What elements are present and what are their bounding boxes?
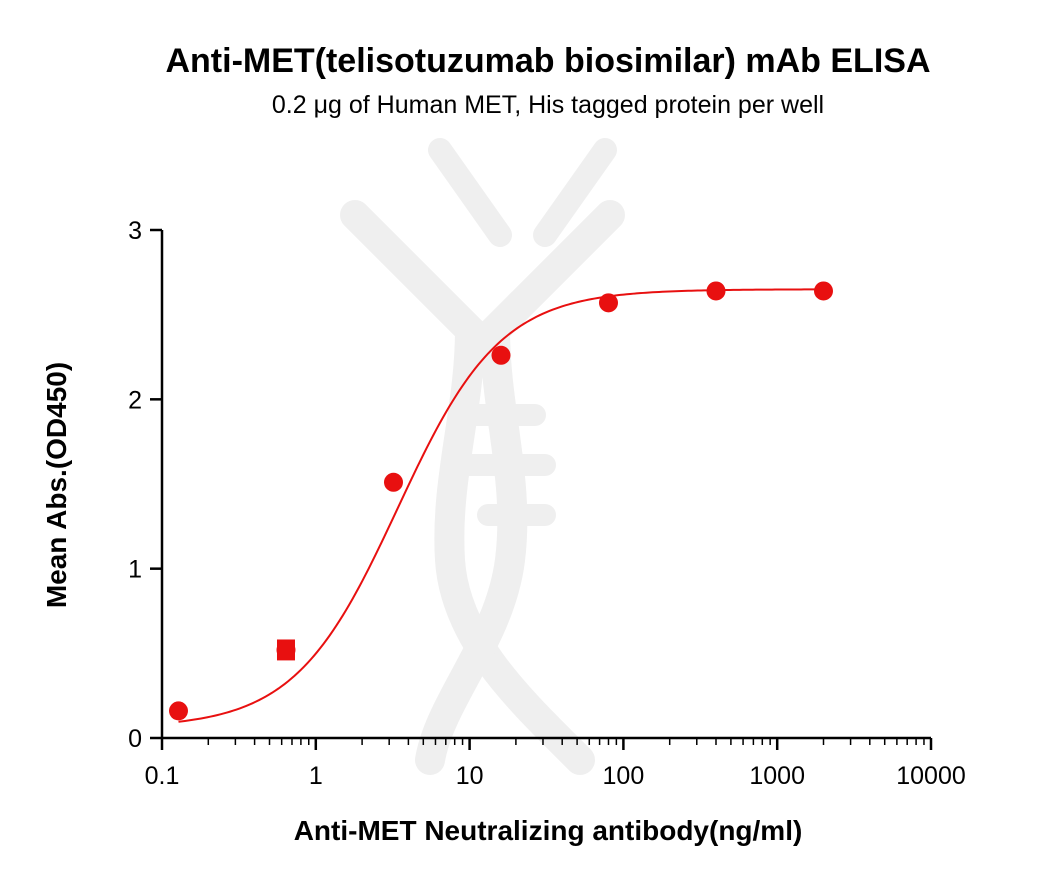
- watermark-logo: [340, 138, 625, 775]
- x-axis-label: Anti-MET Neutralizing antibody(ng/ml): [294, 815, 803, 846]
- x-tick-label: 10000: [896, 762, 966, 790]
- x-tick-label: 0.1: [145, 762, 180, 790]
- data-point: [383, 472, 403, 492]
- chart-subtitle: 0.2 μg of Human MET, His tagged protein …: [272, 91, 824, 119]
- y-axis-label: Mean Abs.(OD450): [41, 362, 72, 608]
- data-point: [168, 701, 188, 721]
- y-tick-label: 1: [128, 556, 142, 584]
- data-point: [491, 345, 511, 365]
- x-axis-ticks: 0.1 1 10 100 1000 10000: [145, 738, 966, 790]
- chart-title: Anti-MET(telisotuzumab biosimilar) mAb E…: [165, 42, 930, 80]
- data-point: [276, 640, 296, 660]
- x-tick-label: 100: [603, 762, 645, 790]
- data-point: [598, 293, 618, 313]
- y-tick-label: 0: [128, 725, 142, 753]
- data-points: [168, 281, 833, 721]
- x-tick-label: 1: [309, 762, 323, 790]
- data-point: [813, 281, 833, 301]
- x-tick-label: 1000: [749, 762, 805, 790]
- y-tick-label: 2: [128, 386, 142, 414]
- x-tick-label: 10: [456, 762, 484, 790]
- y-axis-ticks: 0 1 2 3: [128, 217, 162, 753]
- y-tick-label: 3: [128, 217, 142, 245]
- data-point: [706, 281, 726, 301]
